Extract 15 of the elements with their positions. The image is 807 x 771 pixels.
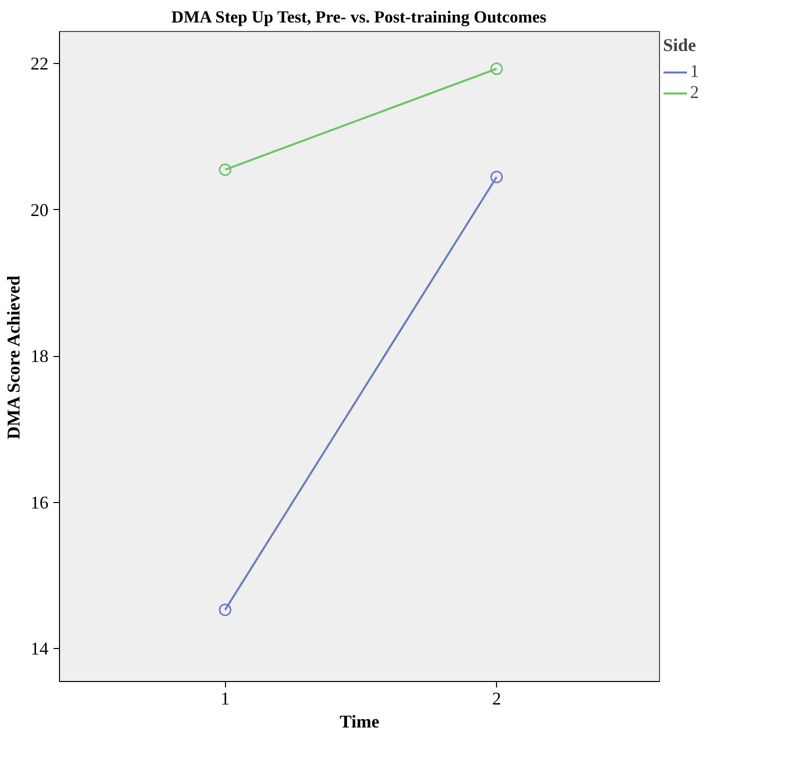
y-axis-title: DMA Score Achieved bbox=[4, 276, 24, 440]
y-tick-label: 20 bbox=[30, 200, 48, 220]
legend-label: 1 bbox=[690, 61, 700, 82]
y-tick-label: 18 bbox=[30, 346, 48, 366]
y-tick-label: 22 bbox=[30, 54, 48, 74]
legend-label: 2 bbox=[690, 82, 700, 103]
point bbox=[490, 62, 503, 76]
legend-title: Side bbox=[663, 35, 698, 56]
y-tick-label: 14 bbox=[30, 638, 48, 659]
point bbox=[218, 604, 232, 616]
y-tick-label: 16 bbox=[30, 492, 48, 512]
point bbox=[490, 170, 503, 184]
chart-title: DMA Step Up Test, Pre- vs. Post-training Outcomes bbox=[171, 8, 547, 26]
x-axis-title: Time bbox=[340, 712, 380, 732]
point bbox=[218, 163, 232, 176]
